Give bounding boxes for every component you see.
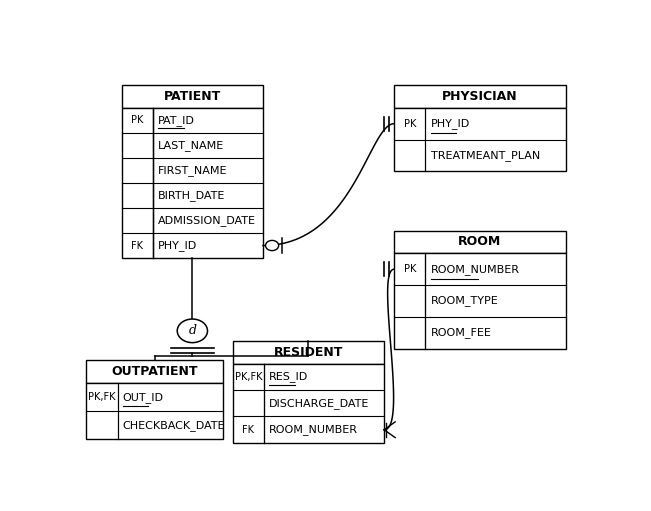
Text: ROOM_NUMBER: ROOM_NUMBER: [269, 424, 358, 435]
Text: PHY_ID: PHY_ID: [430, 118, 470, 129]
Bar: [395, 230, 566, 253]
Text: PK,FK: PK,FK: [234, 371, 262, 382]
Bar: [87, 383, 223, 439]
Text: PK: PK: [132, 115, 144, 125]
Text: FK: FK: [242, 425, 255, 435]
Text: OUT_ID: OUT_ID: [123, 392, 164, 403]
Text: BIRTH_DATE: BIRTH_DATE: [158, 190, 225, 201]
Text: d: d: [188, 324, 197, 337]
Circle shape: [177, 319, 208, 343]
Text: RESIDENT: RESIDENT: [273, 345, 343, 359]
Bar: [122, 108, 263, 258]
Text: PK,FK: PK,FK: [89, 392, 116, 402]
Text: PK: PK: [404, 119, 416, 129]
Bar: [87, 360, 223, 383]
Text: PHY_ID: PHY_ID: [158, 240, 197, 251]
Text: ROOM_NUMBER: ROOM_NUMBER: [430, 264, 519, 274]
Circle shape: [266, 240, 279, 250]
Bar: [233, 341, 384, 363]
Text: FIRST_NAME: FIRST_NAME: [158, 165, 228, 176]
Text: RES_ID: RES_ID: [269, 371, 309, 382]
Text: PATIENT: PATIENT: [164, 90, 221, 103]
Text: ROOM_TYPE: ROOM_TYPE: [430, 295, 498, 307]
Text: PHYSICIAN: PHYSICIAN: [442, 90, 518, 103]
Text: CHECKBACK_DATE: CHECKBACK_DATE: [123, 420, 225, 431]
Bar: [395, 85, 566, 108]
Text: TREATMEANT_PLAN: TREATMEANT_PLAN: [430, 150, 540, 161]
Text: DISCHARGE_DATE: DISCHARGE_DATE: [269, 398, 369, 409]
Text: LAST_NAME: LAST_NAME: [158, 140, 225, 151]
Text: FK: FK: [132, 241, 143, 250]
Text: PAT_ID: PAT_ID: [158, 115, 195, 126]
Text: ADMISSION_DATE: ADMISSION_DATE: [158, 215, 256, 226]
Bar: [395, 253, 566, 349]
Bar: [122, 85, 263, 108]
Bar: [233, 363, 384, 443]
Text: ROOM_FEE: ROOM_FEE: [430, 327, 492, 338]
Bar: [395, 108, 566, 172]
Text: ROOM: ROOM: [458, 236, 501, 248]
Text: OUTPATIENT: OUTPATIENT: [111, 365, 198, 378]
Text: PK: PK: [404, 264, 416, 274]
